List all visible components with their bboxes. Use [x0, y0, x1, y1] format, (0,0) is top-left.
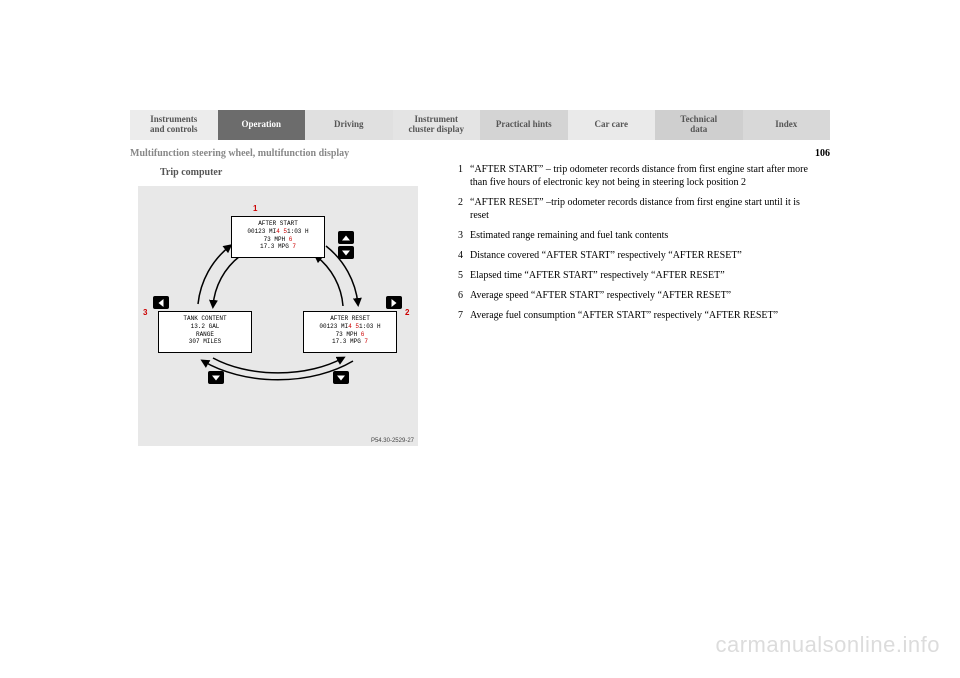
legend-text: Average fuel consumption “AFTER START” r… — [470, 309, 818, 322]
diagram-ref-code: P54.30-2529-27 — [371, 438, 414, 444]
val: 73 MPH — [336, 331, 358, 338]
val: 1:03 H — [359, 323, 381, 330]
screen-line: 307 MILES — [159, 338, 251, 346]
legend-text: Estimated range remaining and fuel tank … — [470, 229, 818, 242]
legend-text: Distance covered “AFTER START” respectiv… — [470, 249, 818, 262]
screen-tank-content: TANK CONTENT 13.2 GAL RANGE 307 MILES — [158, 311, 252, 353]
screen-line: 13.2 GAL — [159, 323, 251, 331]
screen-line: RANGE — [159, 331, 251, 339]
screen-title: AFTER START — [232, 220, 324, 228]
manual-page: Instrumentsand controls Operation Drivin… — [130, 110, 830, 446]
marker-inline: 6 — [289, 236, 293, 243]
screen-line: 00123 MI4 51:03 H — [304, 323, 396, 331]
val: 00123 MI — [319, 323, 348, 330]
marker-inline: 6 — [361, 331, 365, 338]
arrow-down-icon — [333, 371, 349, 384]
legend-item: 5 Elapsed time “AFTER START” respectivel… — [458, 269, 818, 282]
marker-inline: 7 — [292, 243, 296, 250]
legend-num: 6 — [458, 289, 470, 302]
val: 17.3 MPG — [260, 243, 289, 250]
arrow-down-icon — [338, 246, 354, 259]
legend-item: 4 Distance covered “AFTER START” respect… — [458, 249, 818, 262]
watermark: carmanualsonline.info — [715, 632, 940, 658]
tab-cluster[interactable]: Instrumentcluster display — [393, 110, 481, 140]
marker-1: 1 — [253, 204, 257, 213]
marker-inline: 7 — [364, 338, 368, 345]
screen-line: 17.3 MPG 7 — [304, 338, 396, 346]
val: 73 MPH — [264, 236, 286, 243]
section-title: Trip computer — [160, 167, 440, 178]
legend-text: “AFTER START” – trip odometer records di… — [470, 163, 818, 189]
legend-item: 3 Estimated range remaining and fuel tan… — [458, 229, 818, 242]
left-column: Trip computer — [130, 163, 440, 446]
screen-line: 73 MPH 6 — [304, 331, 396, 339]
section-header: Multifunction steering wheel, multifunct… — [130, 148, 349, 159]
legend-num: 4 — [458, 249, 470, 262]
trip-computer-diagram: AFTER START 00123 MI4 51:03 H 73 MPH 6 1… — [138, 186, 418, 446]
arrow-left-icon — [153, 296, 169, 309]
arrow-down-icon — [208, 371, 224, 384]
nav-tabs: Instrumentsand controls Operation Drivin… — [130, 110, 830, 140]
tab-instruments[interactable]: Instrumentsand controls — [130, 110, 218, 140]
page-number: 106 — [815, 148, 830, 159]
tab-driving[interactable]: Driving — [305, 110, 393, 140]
legend-num: 1 — [458, 163, 470, 189]
marker-3: 3 — [143, 308, 147, 317]
val: 00123 MI — [247, 228, 276, 235]
legend-text: Elapsed time “AFTER START” respectively … — [470, 269, 818, 282]
screen-line: TANK CONTENT — [159, 315, 251, 323]
tab-operation[interactable]: Operation — [218, 110, 306, 140]
arrow-right-icon — [386, 296, 402, 309]
tab-carcare[interactable]: Car care — [568, 110, 656, 140]
screen-line: 17.3 MPG 7 — [232, 243, 324, 251]
legend-item: 6 Average speed “AFTER START” respective… — [458, 289, 818, 302]
legend-list: 1 “AFTER START” – trip odometer records … — [458, 163, 818, 446]
tab-index[interactable]: Index — [743, 110, 831, 140]
legend-text: Average speed “AFTER START” respectively… — [470, 289, 818, 302]
tab-technical[interactable]: Technicaldata — [655, 110, 743, 140]
screen-after-start: AFTER START 00123 MI4 51:03 H 73 MPH 6 1… — [231, 216, 325, 258]
arrow-up-icon — [338, 231, 354, 244]
legend-item: 7 Average fuel consumption “AFTER START”… — [458, 309, 818, 322]
header-row: Multifunction steering wheel, multifunct… — [130, 148, 830, 159]
marker-2: 2 — [405, 308, 409, 317]
legend-num: 7 — [458, 309, 470, 322]
legend-num: 3 — [458, 229, 470, 242]
screen-title: AFTER RESET — [304, 315, 396, 323]
legend-item: 2 “AFTER RESET” –trip odometer records d… — [458, 196, 818, 222]
legend-item: 1 “AFTER START” – trip odometer records … — [458, 163, 818, 189]
val: 17.3 MPG — [332, 338, 361, 345]
legend-num: 5 — [458, 269, 470, 282]
tab-hints[interactable]: Practical hints — [480, 110, 568, 140]
marker-inline: 5 — [280, 228, 287, 235]
screen-line: 00123 MI4 51:03 H — [232, 228, 324, 236]
screen-after-reset: AFTER RESET 00123 MI4 51:03 H 73 MPH 6 1… — [303, 311, 397, 353]
content-columns: Trip computer — [130, 163, 830, 446]
marker-inline: 5 — [352, 323, 359, 330]
legend-num: 2 — [458, 196, 470, 222]
val: 1:03 H — [287, 228, 309, 235]
screen-line: 73 MPH 6 — [232, 236, 324, 244]
legend-text: “AFTER RESET” –trip odometer records dis… — [470, 196, 818, 222]
